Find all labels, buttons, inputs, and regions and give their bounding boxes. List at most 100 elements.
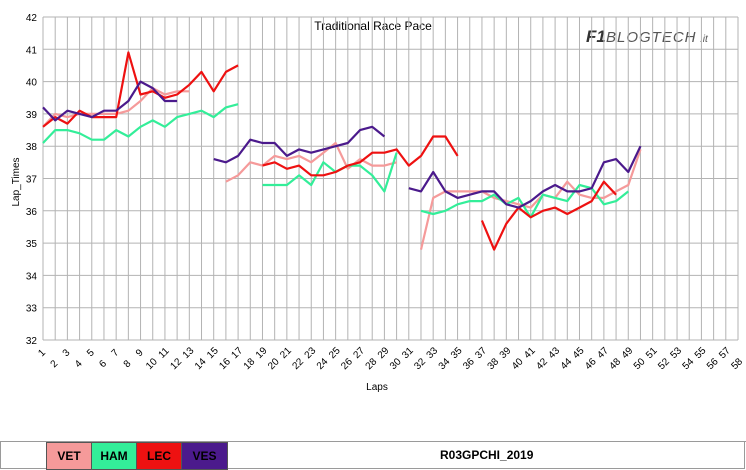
x-tick-label: 33 (425, 345, 441, 361)
y-tick-label: 42 (26, 13, 38, 24)
logo-suffix-text: .it (700, 34, 709, 45)
series-line-ves (42, 80, 178, 122)
logo-f1-text: F1 (586, 27, 606, 46)
x-tick-label: 50 (632, 356, 648, 372)
logo-name-text: BLOGTECH (606, 29, 697, 46)
legend-item-vet: VET (47, 443, 92, 469)
series-line-ves (213, 125, 386, 164)
x-tick-label: 35 (449, 345, 465, 361)
y-tick-label: 37 (26, 175, 38, 186)
x-tick-label: 42 (534, 356, 550, 372)
series-line-ham (420, 183, 629, 219)
y-tick-label: 41 (26, 45, 38, 56)
x-tick-label: 10 (144, 356, 160, 372)
x-tick-label: 55 (693, 345, 709, 361)
x-tick-label: 56 (705, 356, 721, 372)
series-line-ham (42, 103, 239, 144)
x-tick-label: 37 (473, 345, 489, 361)
y-tick-label: 32 (26, 336, 38, 347)
x-tick-label: 12 (169, 356, 185, 372)
series-line-vet (225, 141, 397, 183)
y-tick-label: 38 (26, 142, 38, 153)
legend-item-ham: HAM (92, 443, 137, 469)
x-tick-label: 20 (266, 356, 282, 372)
x-tick-label: 53 (668, 345, 684, 361)
series-line-ves (408, 145, 642, 209)
y-tick-label: 36 (26, 207, 38, 218)
series-lines (42, 51, 642, 251)
x-tick-label: 19 (254, 345, 270, 361)
y-tick-label: 40 (26, 78, 38, 89)
x-tick-label: 58 (729, 356, 745, 372)
series-line-lec (262, 135, 459, 177)
x-tick-label: 15 (205, 345, 221, 361)
series-line-ham (262, 152, 398, 193)
y-tick-labels: 32 33 34 35 36 37 38 39 40 41 42 (26, 13, 38, 347)
x-tick-label: 38 (486, 356, 502, 372)
footer-panel (0, 441, 745, 469)
x-tick-label: 14 (193, 356, 209, 372)
chart-title: Traditional Race Pace (314, 19, 432, 33)
legend: VET HAM LEC VES (46, 442, 228, 470)
legend-item-lec: LEC (137, 443, 182, 469)
x-tick-label: 6 (97, 358, 109, 370)
x-tick-label: 3 (61, 347, 73, 359)
x-tick-label: 5 (85, 347, 97, 359)
x-tick-label: 9 (134, 347, 146, 359)
race-pace-chart: Traditional Race Pace F1 BLOGTECH .it 32… (11, 13, 745, 393)
race-code: R03GPCHI_2019 (440, 448, 534, 462)
x-tick-label: 11 (157, 345, 172, 360)
x-tick-label: 1 (36, 347, 48, 359)
x-tick-label: 52 (656, 356, 672, 372)
x-tick-label: 25 (327, 345, 343, 361)
x-tick-label: 49 (620, 345, 636, 361)
x-tick-label: 30 (388, 356, 404, 372)
x-tick-label: 2 (49, 358, 61, 370)
x-tick-label: 31 (400, 345, 416, 361)
series-line-lec (42, 51, 239, 128)
x-tick-label: 16 (217, 356, 233, 372)
x-tick-label: 21 (278, 345, 294, 361)
x-tick-label: 18 (242, 356, 258, 372)
x-tick-label: 27 (351, 345, 367, 361)
x-tick-labels: 1234567891011121314151617181920212223242… (36, 345, 745, 372)
x-tick-label: 45 (571, 345, 587, 361)
y-tick-label: 34 (26, 271, 38, 282)
x-tick-label: 51 (644, 345, 660, 361)
x-axis-title: Laps (366, 382, 388, 393)
legend-item-ves: VES (182, 443, 227, 469)
x-tick-label: 40 (510, 356, 526, 372)
x-tick-label: 4 (73, 358, 85, 370)
x-tick-label: 17 (229, 345, 245, 361)
x-tick-label: 23 (303, 345, 319, 361)
x-tick-label: 47 (595, 345, 611, 361)
series-line-vet (419, 149, 642, 250)
y-tick-label: 35 (26, 239, 38, 250)
x-tick-label: 57 (717, 345, 733, 361)
x-tick-label: 36 (461, 356, 477, 372)
x-tick-label: 22 (290, 356, 306, 372)
x-tick-label: 46 (583, 356, 599, 372)
x-tick-label: 13 (181, 345, 197, 361)
x-tick-label: 41 (522, 345, 538, 361)
x-tick-label: 34 (437, 356, 453, 372)
x-tick-label: 43 (547, 345, 563, 361)
x-tick-label: 54 (681, 356, 697, 372)
f1blogtech-logo: F1 BLOGTECH .it (586, 27, 709, 46)
x-tick-label: 48 (607, 356, 623, 372)
series-line-lec (480, 180, 617, 251)
x-tick-label: 8 (122, 358, 134, 370)
x-tick-label: 24 (315, 356, 331, 372)
grid (42, 16, 739, 341)
x-tick-label: 26 (339, 356, 355, 372)
x-tick-label: 7 (110, 347, 122, 359)
y-tick-label: 33 (26, 304, 38, 315)
y-axis-title: Lap_Times (11, 157, 22, 206)
y-tick-label: 39 (26, 110, 38, 121)
x-tick-label: 44 (559, 356, 575, 372)
x-tick-label: 39 (498, 345, 514, 361)
x-tick-label: 28 (364, 356, 380, 372)
x-tick-label: 29 (376, 345, 392, 361)
x-tick-label: 32 (412, 356, 428, 372)
footer-divider (0, 441, 746, 442)
